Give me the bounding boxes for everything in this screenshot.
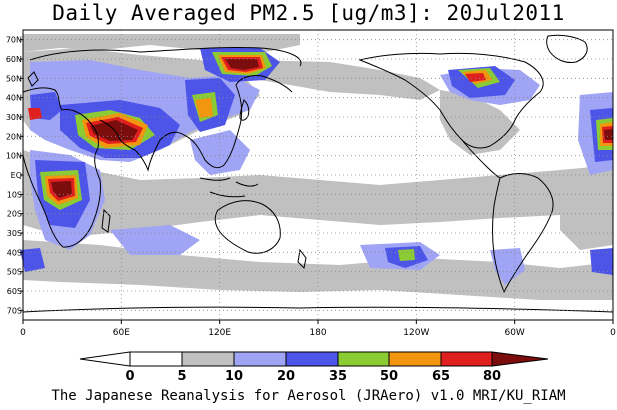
shade-green-pacific-spot — [398, 249, 415, 261]
lon-label-0: 0 — [20, 328, 26, 338]
coastlines — [22, 34, 614, 313]
lat-lon-grid — [23, 30, 613, 320]
map-title: Daily Averaged PM2.5 [ug/m3]: 20Jul2011 — [52, 1, 565, 25]
shade-darkred-africa — [51, 181, 72, 198]
colorbar-legend: 0 5 10 20 35 50 65 80 — [79, 351, 549, 384]
colorbar-label-5: 5 — [177, 369, 186, 384]
lat-label-20n: 20N — [6, 132, 22, 141]
lon-label-5: 60W — [504, 328, 524, 338]
coast-australia — [214, 200, 281, 254]
lon-label-2: 120E — [208, 328, 231, 338]
shade-red-europe — [28, 108, 42, 120]
colorbar-segment-6 — [440, 351, 493, 367]
lat-label-50s: 50S — [7, 268, 22, 277]
coast-north-america — [358, 52, 544, 149]
coast-antarctica — [22, 306, 614, 313]
lat-label-60n: 60N — [6, 55, 22, 64]
lat-label-50n: 50N — [6, 74, 22, 83]
colorbar-arrow-low — [79, 351, 131, 367]
colorbar-segment-4 — [337, 351, 390, 367]
shade-blue-south-atlantic-spot — [20, 248, 45, 272]
shade-lightblue-south-america — [490, 248, 525, 285]
coast-uk — [27, 71, 39, 87]
coast-greenland — [546, 34, 588, 63]
lat-label-70s: 70S — [7, 306, 22, 315]
colorbar-segment-2 — [233, 351, 287, 367]
colorbar-label-35: 35 — [329, 369, 347, 384]
coast-new-zealand — [297, 248, 307, 270]
lat-label-eq: EQ — [11, 171, 22, 180]
colorbar-label-10: 10 — [225, 369, 243, 384]
lon-label-6: 0 — [610, 328, 616, 338]
colorbar-label-50: 50 — [380, 369, 398, 384]
latitude-axis: 70N 60N 50N 40N 30N 20N 10N EQ 10S 20S 30S 40S 50S 60… — [6, 36, 23, 315]
lat-label-40s: 40S — [7, 248, 22, 257]
shade-red-namerica — [465, 73, 486, 82]
map-area: 70N 60N 50N 40N 30N 20N 10N EQ 10S 20S 30S 40S 50S 60… — [6, 29, 616, 338]
lat-label-10s: 10S — [7, 190, 22, 199]
colorbar-segment-1 — [181, 351, 235, 367]
colorbar-label-65: 65 — [432, 369, 450, 384]
lon-label-4: 120W — [403, 328, 429, 338]
coast-southeast-asia-islands — [199, 177, 259, 198]
shade-grey-tropical-band — [23, 150, 613, 235]
shade-grey-south-atlantic — [560, 178, 613, 250]
colorbar-segment-3 — [285, 351, 339, 367]
lat-label-70n: 70N — [6, 36, 22, 45]
lat-label-30n: 30N — [6, 113, 22, 122]
credit-line: The Japanese Reanalysis for Aerosol (JRA… — [51, 388, 566, 404]
shade-darkred-east-atlantic — [604, 129, 613, 140]
coast-eurasia-north — [29, 46, 302, 67]
lon-label-3: 180 — [309, 328, 326, 338]
colorbar-segment-0 — [129, 351, 183, 367]
lat-label-40n: 40N — [6, 94, 22, 103]
colorbar-arrow-high — [491, 351, 549, 367]
lat-label-30s: 30S — [7, 229, 22, 238]
shade-darkred-siberia — [225, 59, 259, 70]
shade-lightblue-indian-ocean — [110, 225, 200, 255]
lat-label-10n: 10N — [6, 152, 22, 161]
lon-label-1: 60E — [113, 328, 130, 338]
longitude-axis: 0 60E 120E 180 120W 60W 0 — [20, 320, 616, 338]
coast-east-asia — [183, 75, 293, 169]
lat-label-20s: 20S — [7, 210, 22, 219]
colorbar-label-80: 80 — [483, 369, 501, 384]
shade-grey-pacific-north — [250, 60, 440, 100]
colorbar-label-20: 20 — [277, 369, 295, 384]
colorbar-label-0: 0 — [125, 369, 134, 384]
colorbar-segment-5 — [388, 351, 442, 367]
shade-orange-china — [195, 98, 213, 118]
lat-label-60s: 60S — [7, 287, 22, 296]
concentration-shading — [20, 34, 613, 300]
shade-darkred-asia — [90, 120, 138, 141]
coast-arabia-india — [99, 119, 185, 172]
coast-japan — [239, 99, 250, 121]
shade-blue-atlantic-spot — [590, 248, 613, 275]
coast-south-america — [492, 173, 554, 294]
coast-africa-europe — [22, 87, 101, 248]
